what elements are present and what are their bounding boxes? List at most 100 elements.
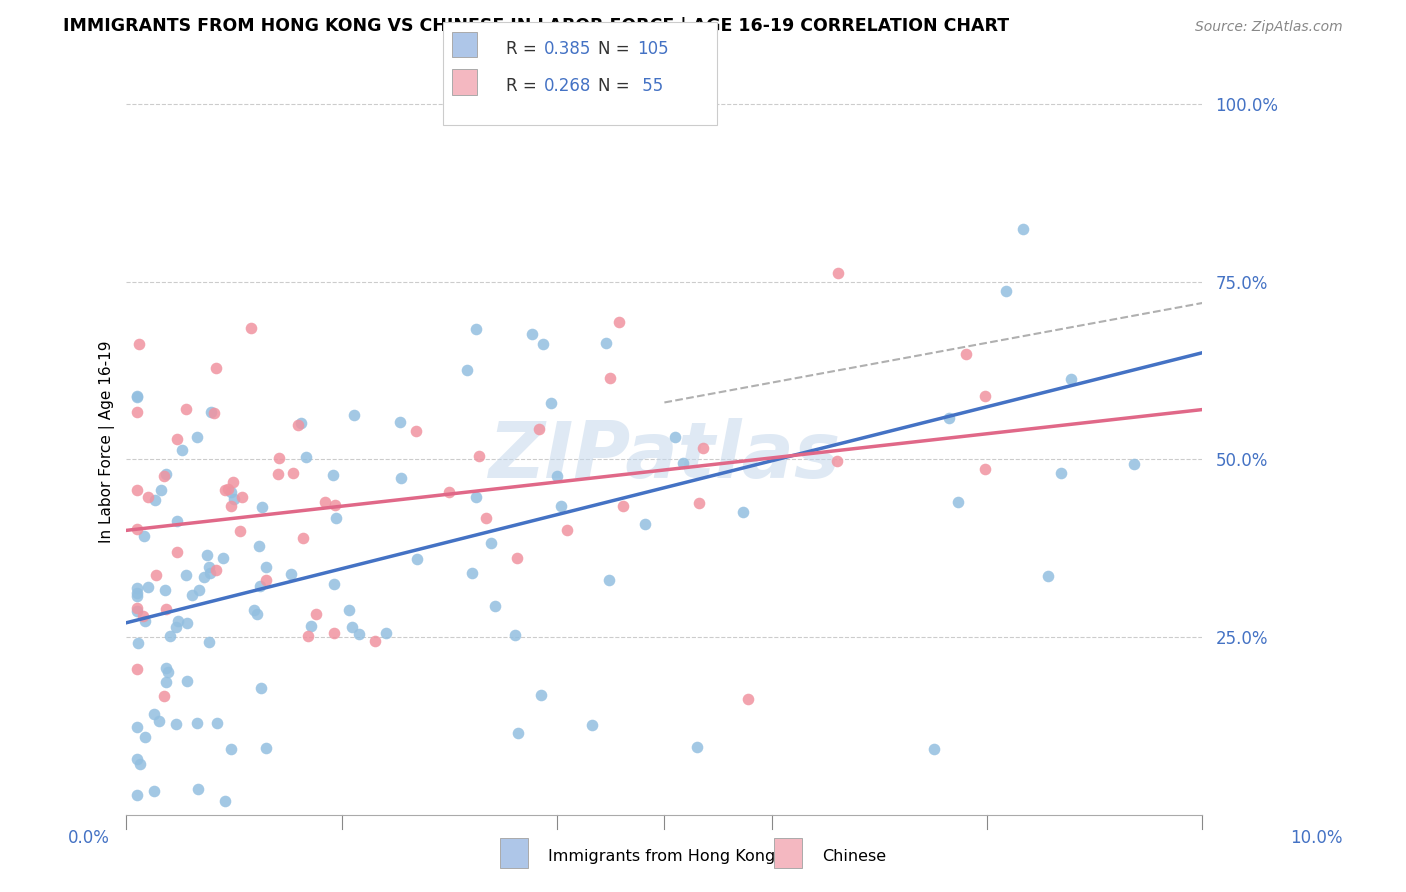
Point [325, 510, 347, 524]
Point [938, 411, 960, 425]
Point [461, 566, 484, 581]
Point [529, 689, 551, 703]
Point [479, 536, 502, 550]
Point [149, 483, 172, 497]
Point [612, 500, 634, 514]
Point [406, 552, 429, 566]
Point [283, 466, 305, 480]
Point [475, 511, 498, 525]
Text: R =: R = [506, 77, 543, 95]
Point [153, 469, 176, 483]
Point [159, 629, 181, 643]
Point [222, 475, 245, 490]
Point [1038, 568, 1060, 582]
Point [142, 784, 165, 798]
Point [186, 430, 208, 444]
Point [505, 551, 527, 566]
Point [134, 731, 156, 745]
Point [202, 407, 225, 421]
Point [664, 430, 686, 444]
Point [127, 483, 149, 498]
Point [155, 602, 177, 616]
Text: 105: 105 [637, 39, 668, 57]
Point [484, 599, 506, 614]
Point [337, 603, 360, 617]
Point [827, 266, 849, 280]
Point [599, 371, 621, 385]
Point [546, 469, 568, 483]
Point [187, 582, 209, 597]
Point [737, 692, 759, 706]
Point [291, 531, 314, 545]
Point [128, 756, 150, 771]
Point [974, 388, 997, 402]
Point [127, 390, 149, 404]
Point [205, 361, 228, 376]
Point [165, 717, 187, 731]
Text: 10.0%: 10.0% [1291, 829, 1343, 847]
Point [187, 781, 209, 796]
Point [322, 467, 344, 482]
Point [269, 451, 291, 466]
Point [948, 494, 970, 508]
Text: Source: ZipAtlas.com: Source: ZipAtlas.com [1195, 21, 1343, 34]
Point [127, 589, 149, 603]
Point [166, 432, 188, 446]
Point [228, 524, 250, 539]
Point [364, 633, 387, 648]
Point [686, 739, 709, 754]
Point [287, 417, 309, 432]
Point [1122, 457, 1144, 471]
Point [127, 586, 149, 600]
Point [503, 628, 526, 642]
Point [176, 401, 198, 416]
Point [314, 495, 336, 509]
Point [598, 574, 620, 588]
Point [349, 627, 371, 641]
Point [295, 450, 318, 465]
Point [219, 499, 242, 513]
Point [214, 483, 236, 497]
Point [221, 484, 243, 499]
Point [153, 583, 176, 598]
Point [204, 564, 226, 578]
Point [464, 490, 486, 504]
Text: 0.268: 0.268 [544, 77, 592, 95]
Point [825, 454, 848, 468]
Point [214, 794, 236, 808]
Point [136, 490, 159, 504]
Point [522, 327, 544, 342]
Point [145, 568, 167, 582]
Point [299, 619, 322, 633]
Point [127, 636, 149, 650]
Point [1060, 372, 1083, 386]
Point [280, 567, 302, 582]
Point [143, 707, 166, 722]
Point [231, 490, 253, 504]
Point [186, 715, 208, 730]
Point [221, 742, 243, 756]
Text: ZIPatlas: ZIPatlas [488, 418, 841, 494]
Point [342, 408, 364, 422]
Point [323, 577, 346, 591]
Point [531, 337, 554, 351]
Point [540, 396, 562, 410]
Text: N =: N = [598, 39, 634, 57]
Point [550, 500, 572, 514]
Point [389, 470, 412, 484]
Text: Chinese: Chinese [823, 849, 887, 863]
Point [581, 718, 603, 732]
Point [153, 690, 176, 704]
Point [607, 315, 630, 329]
Text: 0.0%: 0.0% [67, 829, 110, 847]
Point [200, 566, 222, 580]
Y-axis label: In Labor Force | Age 16-19: In Labor Force | Age 16-19 [100, 340, 115, 543]
Text: R =: R = [506, 39, 543, 57]
Point [127, 788, 149, 802]
Point [555, 523, 578, 537]
Point [181, 588, 204, 602]
Point [465, 322, 488, 336]
Point [165, 620, 187, 634]
Point [127, 662, 149, 676]
Point [195, 548, 218, 562]
